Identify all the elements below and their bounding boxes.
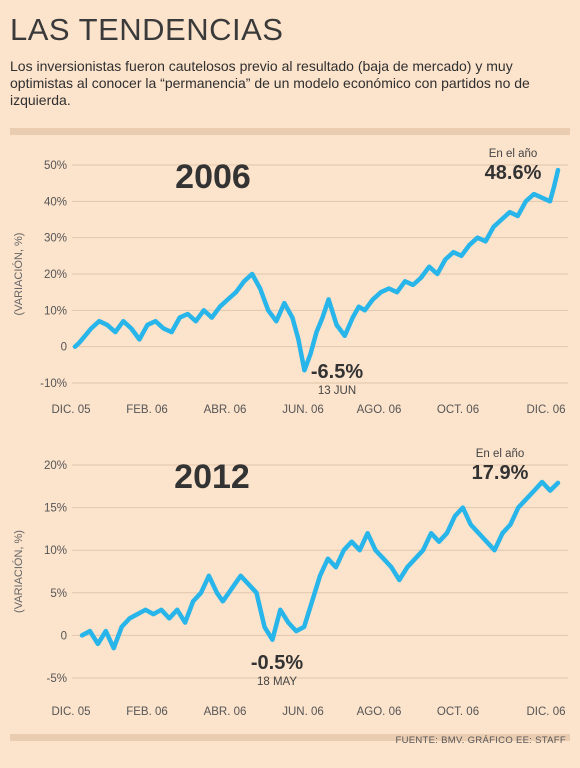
x-tick-label: JUN. 06 [282,706,324,718]
y-tick-label: 15% [44,503,67,515]
y-axis-label: (VARIACIÓN, %) [12,233,25,316]
x-tick-label: ABR. 06 [204,404,247,416]
bottom-divider [10,734,570,741]
end-of-year-label: En el año [476,448,525,460]
chart-2006: (VARIACIÓN, %) 50% 40% 30% 20% 10% 0 -10% DIC. 0… [12,148,568,416]
chart-year-title: 2006 [175,158,251,196]
series-line [72,167,561,373]
x-tick-label: OCT. 06 [437,706,479,718]
y-tick-label: -5% [47,673,67,685]
y-tick-label: 50% [44,160,67,172]
y-tick-label: 20% [44,269,67,281]
headline: LAS TENDENCIAS [10,12,284,47]
chart-2012: (VARIACIÓN, %) 20% 15% 10% 5% 0 -5% DIC. 05 FEB.… [12,448,568,718]
y-tick-label: 30% [44,233,67,245]
end-of-year-value: 17.9% [472,462,529,484]
intro-text: Los inversionistas fueron cautelosos pre… [10,58,530,108]
x-tick-label: DIC. 05 [52,706,91,718]
low-point-value: -0.5% [251,652,303,674]
end-of-year-label: En el año [489,148,538,160]
source-credit: FUENTE: BMV. GRÁFICO EE: STAFF [395,735,566,746]
y-tick-label: -10% [40,378,67,390]
x-tick-label: JUN. 06 [282,404,324,416]
y-tick-label: 40% [44,196,67,208]
x-tick-label: OCT. 06 [437,404,479,416]
y-tick-label: 0 [61,342,67,354]
low-point-date: 13 JUN [318,385,356,397]
end-of-year-value: 48.6% [485,162,542,184]
y-tick-label: 20% [44,460,67,472]
series-line [79,479,561,651]
top-divider [10,128,570,135]
x-tick-label: DIC. 05 [52,404,91,416]
x-tick-label: DIC. 06 [527,404,566,416]
low-point-date: 18 MAY [257,676,297,688]
x-tick-label: DIC. 06 [527,706,566,718]
x-tick-label: AGO. 06 [357,706,402,718]
x-tick-label: ABR. 06 [204,706,247,718]
y-axis-label: (VARIACIÓN, %) [12,530,25,613]
y-tick-label: 0 [61,630,67,642]
chart-year-title: 2012 [174,458,250,496]
x-tick-label: FEB. 06 [126,404,168,416]
low-point-value: -6.5% [311,361,363,383]
y-tick-label: 10% [44,305,67,317]
x-tick-label: AGO. 06 [357,404,402,416]
y-tick-label: 5% [50,588,67,600]
x-tick-label: FEB. 06 [126,706,168,718]
y-tick-label: 10% [44,545,67,557]
